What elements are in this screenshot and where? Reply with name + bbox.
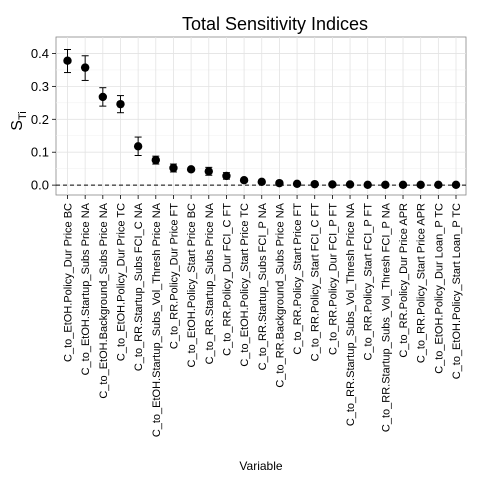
data-point <box>186 165 196 174</box>
y-tick-label: 0.2 <box>31 112 49 127</box>
y-axis: 0.0 0.1 0.2 0.3 0.4 <box>31 46 56 193</box>
x-tick-label: C_to_EtOH.Policy_Start Price TC <box>239 203 251 367</box>
x-tick-label: C_to_RR.Policy_Start FCI_P FT <box>363 203 375 361</box>
data-point <box>275 178 284 188</box>
grid <box>56 37 466 195</box>
x-tick-label: C_to_RR.Policy_Dur Price FT <box>168 203 180 349</box>
data-point <box>116 99 125 109</box>
data-point <box>151 155 160 165</box>
x-tick-label: C_to_EtOH.Policy_Start Price BC <box>186 203 198 368</box>
data-point <box>133 142 143 151</box>
x-tick-label: C_to_RR.Policy_Dur Price APR <box>398 203 410 358</box>
data-point <box>451 180 461 189</box>
data-point <box>345 180 355 189</box>
data-point <box>363 180 372 189</box>
plot-background <box>55 36 467 196</box>
data-point <box>416 180 425 189</box>
data-point <box>204 167 213 176</box>
y-axis-title-main: S <box>9 120 26 131</box>
x-tick-label: C_to_RR.Policy_Start FCI_C FT <box>310 203 322 362</box>
x-axis: C_to_EtOH.Policy_Dur Price BC C_to_EtOH.S… <box>63 195 463 437</box>
x-tick-label: C_to_EtOH.Startup_Subs Price NA <box>80 202 92 375</box>
x-tick-label: C_to_RR.Startup_Subs Price NA <box>204 202 216 364</box>
x-tick-label: C_to_EtOH.Policy_Dur Loan_P TC <box>433 203 445 374</box>
x-tick-label: C_to_RR.Startup_Subs FCI_P NA <box>257 202 269 370</box>
x-tick-label: C_to_RR.Startup_Subs_Vol_Thresh Price NA <box>345 202 357 426</box>
data-point <box>310 179 319 189</box>
x-tick-label: C_to_RR.Startup_Subs_Vol_Thresh FCI_P NA <box>380 202 392 432</box>
x-tick-label: C_to_RR.Background_Subs Price NA <box>274 202 286 387</box>
data-point <box>292 179 302 189</box>
y-tick-label: 0.1 <box>31 145 49 160</box>
data-point <box>434 180 443 189</box>
data-point <box>63 56 72 65</box>
x-tick-label: C_to_EtOH.Background_Subs Price NA <box>98 202 110 398</box>
data-marks <box>63 49 461 189</box>
y-tick-label: 0.4 <box>31 46 49 61</box>
x-tick-label: C_to_EtOH.Policy_Start Loan_P TC <box>451 203 463 379</box>
plot-area <box>55 36 467 196</box>
x-tick-label: C_to_RR.Policy_Dur FCI_P FT <box>327 203 339 355</box>
chart-title: Total Sensitivity Indices <box>182 14 368 34</box>
x-tick-label: C_to_EtOH.Startup_Subs_Vol_Thresh Price … <box>151 202 163 437</box>
x-tick-label: C_to_EtOH.Policy_Dur Price TC <box>115 203 127 361</box>
x-tick-label: C_to_RR.Policy_Start Price APR <box>416 203 428 363</box>
data-point <box>98 92 108 102</box>
x-tick-label: C_to_RR.Policy_Start Price FT <box>292 203 304 355</box>
y-tick-label: 0.0 <box>31 178 49 193</box>
x-tick-label: C_to_EtOH.Policy_Dur Price BC <box>63 203 75 362</box>
y-axis-title: STi <box>9 111 29 130</box>
data-point <box>257 177 266 187</box>
y-tick-label: 0.3 <box>31 79 49 94</box>
x-tick-label: C_to_RR.Startup_Subs FCI_C NA <box>133 202 145 371</box>
data-point <box>80 63 90 72</box>
data-point <box>381 180 390 189</box>
data-point <box>222 171 231 181</box>
y-axis-title-subscript: Ti <box>17 111 29 120</box>
x-tick-label: C_to_RR.Policy_Dur FCI_C FT <box>221 203 233 356</box>
data-point <box>239 175 249 185</box>
data-point <box>328 180 337 189</box>
data-point <box>398 180 408 189</box>
data-point <box>169 163 178 173</box>
x-axis-title: Variable <box>239 459 282 473</box>
